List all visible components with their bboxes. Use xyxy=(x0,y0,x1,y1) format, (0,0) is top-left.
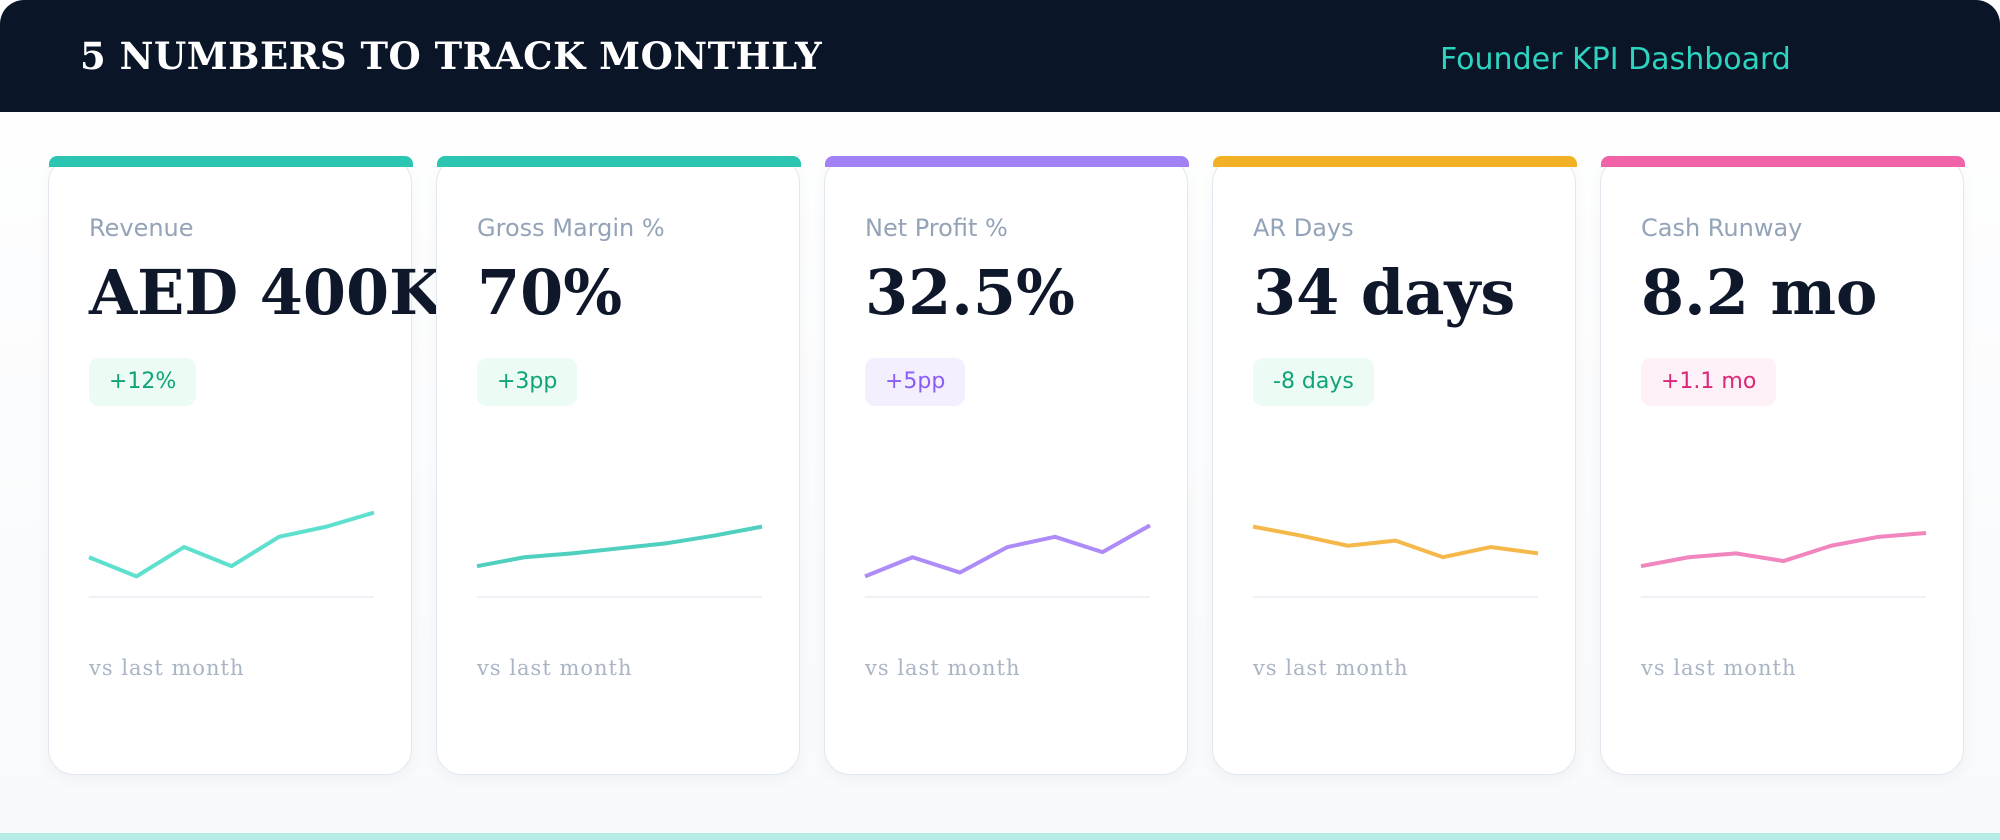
sparkline xyxy=(864,523,1151,598)
kpi-label: Cash Runway xyxy=(1641,214,1803,242)
kpi-card: Gross Margin % 70% +3pp vs last month xyxy=(436,156,801,775)
kpi-value: 34 days xyxy=(1253,256,1516,329)
trend-line xyxy=(864,523,1151,579)
kpi-label: Net Profit % xyxy=(865,214,1008,242)
sparkline xyxy=(476,524,763,598)
kpi-value: AED 400K xyxy=(89,256,444,329)
kpi-card: Revenue AED 400K +12% vs last month xyxy=(48,156,443,775)
change-badge: -8 days xyxy=(1253,358,1374,406)
bottom-strip xyxy=(0,833,2000,840)
sparkline xyxy=(1252,524,1539,598)
change-badge: +3pp xyxy=(477,358,578,406)
sparkline xyxy=(88,510,375,598)
comparison-note: vs last month xyxy=(1253,656,1409,680)
trend-line xyxy=(476,524,763,569)
title: 5 NUMBERS TO TRACK MONTHLY xyxy=(80,34,823,78)
comparison-note: vs last month xyxy=(1641,656,1797,680)
kpi-label: Revenue xyxy=(89,214,194,242)
accent-bar xyxy=(1213,156,1577,167)
kpi-value: 32.5% xyxy=(865,256,1075,329)
accent-bar xyxy=(437,156,801,167)
kpi-card: Cash Runway 8.2 mo +1.1 mo vs last month xyxy=(1600,156,1965,775)
trend-line xyxy=(88,510,375,579)
change-badge: +12% xyxy=(89,358,197,406)
sparkline xyxy=(1640,531,1927,598)
comparison-note: vs last month xyxy=(865,656,1021,680)
kpi-label: AR Days xyxy=(1253,214,1354,242)
accent-bar xyxy=(825,156,1189,167)
change-badge: +1.1 mo xyxy=(1641,358,1777,406)
subtitle: Founder KPI Dashboard xyxy=(1440,42,1791,77)
header: 5 NUMBERS TO TRACK MONTHLY Founder KPI D… xyxy=(0,0,2000,112)
accent-bar xyxy=(1601,156,1965,167)
kpi-card: Net Profit % 32.5% +5pp vs last month xyxy=(824,156,1189,775)
comparison-note: vs last month xyxy=(89,656,245,680)
accent-bar xyxy=(49,156,413,167)
kpi-card: AR Days 34 days -8 days vs last month xyxy=(1212,156,1577,775)
kpi-value: 70% xyxy=(477,256,623,329)
trend-line xyxy=(1252,524,1539,560)
comparison-note: vs last month xyxy=(477,656,633,680)
kpi-value: 8.2 mo xyxy=(1641,256,1878,329)
change-badge: +5pp xyxy=(865,358,966,406)
trend-line xyxy=(1640,531,1927,569)
kpi-label: Gross Margin % xyxy=(477,214,665,242)
